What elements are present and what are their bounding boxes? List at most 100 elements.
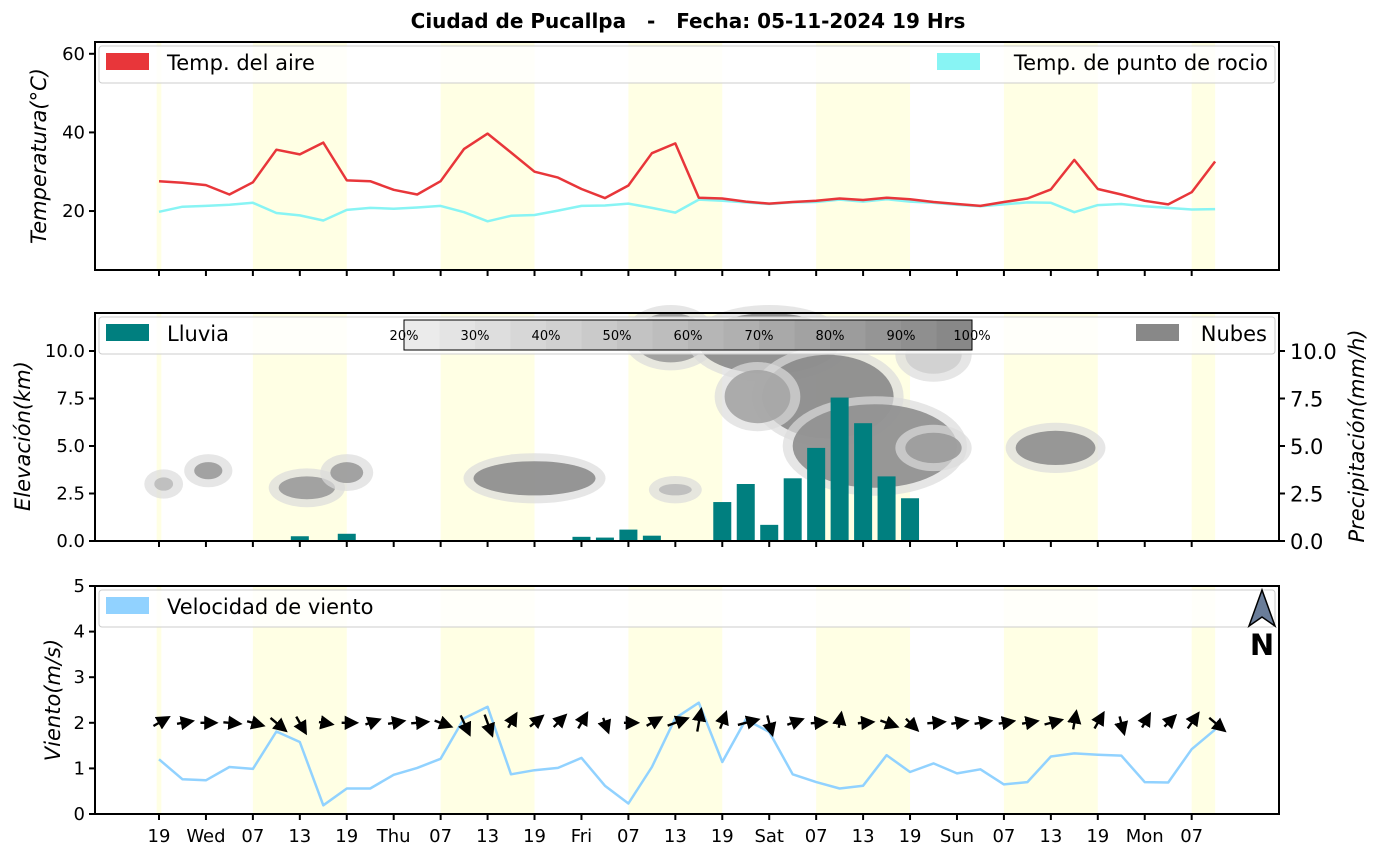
wind-arrow bbox=[903, 716, 920, 733]
x-tick-label: 19 bbox=[899, 826, 922, 847]
y-tick-label: 2.5 bbox=[56, 484, 85, 505]
wind-arrow bbox=[481, 714, 495, 738]
x-tick-label: 07 bbox=[617, 826, 640, 847]
y2-tick-label: 10.0 bbox=[1290, 340, 1337, 364]
wind-arrow bbox=[1137, 711, 1152, 729]
rain-bar bbox=[901, 498, 920, 541]
y2-tick-label: 5.0 bbox=[1290, 435, 1323, 459]
wind-x-ticks: 19 Wed 07 13 19 Thu 07 13 19 Fri 07 13 19 Sat 07 13 19 Su… bbox=[148, 814, 1203, 847]
chart-title: Ciudad de Pucallpa - Fecha: 05-11-2024 1… bbox=[411, 9, 966, 33]
rain-x-ticks bbox=[158, 541, 1193, 547]
cloud-blob bbox=[1015, 430, 1096, 465]
wind-arrow bbox=[974, 715, 994, 731]
colorbar-label: 30% bbox=[461, 329, 490, 344]
x-tick-label: 19 bbox=[335, 826, 358, 847]
wind-arrow bbox=[387, 715, 407, 731]
x-tick-label: 19 bbox=[711, 826, 734, 847]
temp-y-ticks: 20 40 60 bbox=[62, 44, 95, 222]
rain-bar bbox=[337, 533, 356, 541]
y-tick-label: 1 bbox=[74, 758, 85, 779]
wind-panel-frame bbox=[94, 585, 1280, 815]
rain-legend-swatch bbox=[106, 324, 149, 341]
y-tick-label: 5 bbox=[74, 576, 85, 597]
cloud-blob bbox=[724, 370, 791, 424]
rain-bar bbox=[736, 484, 755, 541]
y-tick-label: 7.5 bbox=[56, 389, 85, 410]
colorbar-segment bbox=[617, 320, 653, 350]
wind-arrow bbox=[927, 715, 947, 731]
rain-bar bbox=[830, 397, 849, 541]
wind-arrow bbox=[998, 716, 1017, 731]
colorbar-segment bbox=[439, 320, 476, 350]
wind-arrow bbox=[1044, 716, 1065, 730]
daylight-band bbox=[1191, 313, 1216, 541]
y-tick-label: 4 bbox=[74, 622, 85, 643]
x-tick-label: Mon bbox=[1126, 826, 1164, 847]
wind-arrow bbox=[692, 706, 707, 732]
colorbar-segment bbox=[830, 320, 866, 350]
air-legend-label: Temp. del aire bbox=[166, 51, 315, 75]
wind-arrow bbox=[176, 716, 195, 731]
x-tick-label: 07 bbox=[805, 826, 828, 847]
x-tick-label: 19 bbox=[523, 826, 546, 847]
wind-arrow bbox=[504, 711, 518, 729]
wind-arrow bbox=[223, 715, 243, 730]
wind-arrow bbox=[737, 715, 761, 730]
temp-x-ticks bbox=[158, 270, 1193, 276]
wind-arrow bbox=[951, 715, 970, 731]
x-tick-label: Fri bbox=[571, 826, 592, 847]
rain-bar bbox=[783, 478, 802, 541]
daylight-band bbox=[156, 42, 162, 270]
x-tick-label: 13 bbox=[476, 826, 499, 847]
wind-arrow bbox=[318, 715, 335, 730]
colorbar-segment bbox=[901, 320, 937, 350]
cloud-blob bbox=[194, 462, 223, 480]
colorbar-segment bbox=[759, 320, 795, 350]
dew-legend-label: Temp. de punto de rocio bbox=[1013, 51, 1268, 75]
y2-tick-label: 0.0 bbox=[1290, 530, 1323, 554]
colorbar-segment bbox=[475, 320, 511, 350]
rain-y2-label: Precipitación(mm/h) bbox=[1345, 329, 1369, 542]
x-tick-label: Thu bbox=[376, 826, 411, 847]
rain-bar bbox=[290, 536, 309, 541]
colorbar-label: 100% bbox=[953, 329, 990, 344]
wind-arrow bbox=[152, 715, 171, 730]
air-temp-line bbox=[158, 132, 1217, 208]
wind-legend-swatch bbox=[106, 597, 149, 614]
temp-panel-frame bbox=[94, 41, 1280, 271]
rain-bar bbox=[760, 524, 779, 541]
y-tick-label: 0 bbox=[74, 804, 85, 825]
wind-arrow bbox=[857, 715, 876, 731]
colorbar-segment bbox=[652, 320, 689, 350]
wind-arrow bbox=[1091, 710, 1105, 730]
wind-arrow bbox=[832, 710, 847, 729]
temp-y-label: Temperatura(°C) bbox=[27, 68, 51, 244]
colorbar-label: 50% bbox=[603, 329, 632, 344]
x-tick-label: 07 bbox=[1180, 826, 1203, 847]
y-tick-label: 60 bbox=[62, 44, 85, 65]
colorbar-label: 80% bbox=[816, 329, 845, 344]
x-tick-label: 13 bbox=[1039, 826, 1062, 847]
wind-arrow bbox=[574, 710, 589, 729]
colorbar-label: 60% bbox=[674, 329, 703, 344]
cloud-colorbar: 20% 30% 40% 50% 60% 70% 80% 90% 100% bbox=[390, 319, 991, 351]
cloud-legend-swatch bbox=[1136, 324, 1179, 341]
wind-legend: Velocidad de viento bbox=[98, 589, 1276, 628]
wind-arrow bbox=[411, 715, 431, 731]
cloud-blob bbox=[905, 432, 962, 464]
y-tick-label: 20 bbox=[62, 201, 85, 222]
cloud-blob bbox=[330, 462, 364, 484]
y-tick-label: 10.0 bbox=[45, 341, 85, 362]
y2-tick-label: 2.5 bbox=[1290, 483, 1323, 507]
x-tick-label: Wed bbox=[186, 826, 225, 847]
x-tick-label: 19 bbox=[1086, 826, 1109, 847]
wind-arrow bbox=[1114, 716, 1129, 737]
temp-legend-box bbox=[98, 45, 1276, 84]
rain-bar bbox=[807, 447, 826, 541]
rain-bar bbox=[713, 502, 732, 541]
colorbar-segment bbox=[723, 320, 760, 350]
cloud-blob bbox=[278, 476, 336, 500]
y-tick-label: 2 bbox=[74, 713, 85, 734]
rain-bar bbox=[877, 476, 896, 541]
